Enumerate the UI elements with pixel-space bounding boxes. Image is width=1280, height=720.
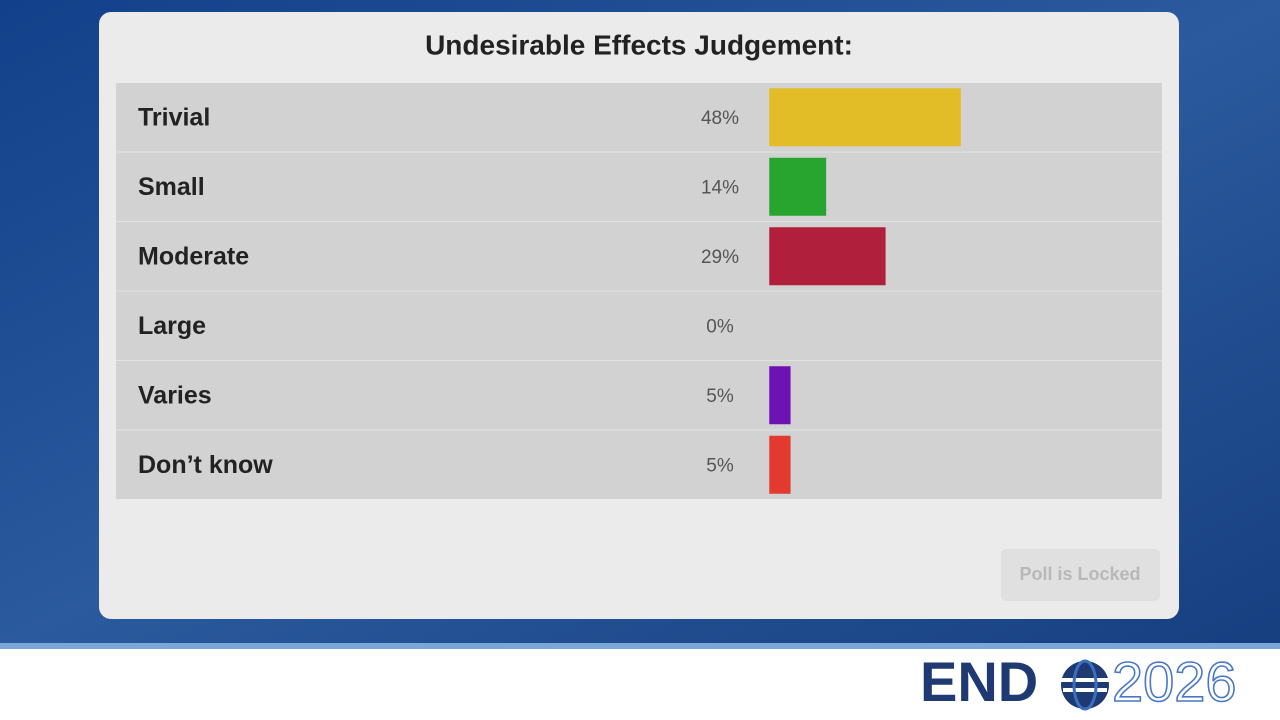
row <box>116 222 1162 291</box>
results: Trivial 48% Small 14% Moderate 29% Large 0% Vari… <box>116 83 1162 499</box>
percent-label: 14% <box>701 177 739 198</box>
option-label: Large <box>138 312 206 340</box>
percent-label: 5% <box>706 386 734 407</box>
bar <box>769 435 791 494</box>
option-label: Varies <box>138 381 212 409</box>
row <box>116 152 1162 221</box>
row <box>116 361 1162 430</box>
option-label: Small <box>138 173 205 201</box>
percent-label: 5% <box>706 455 734 476</box>
logo-left: END <box>920 650 1038 713</box>
bar <box>769 157 827 216</box>
option-label: Trivial <box>138 103 210 131</box>
row <box>116 291 1162 360</box>
poll-title: Undesirable Effects Judgement: <box>425 29 853 60</box>
percent-label: 0% <box>706 316 734 337</box>
footer-stripe <box>0 643 1280 649</box>
option-label: Don’t know <box>138 451 273 479</box>
percent-label: 29% <box>701 247 739 268</box>
logo-globe <box>1061 659 1109 711</box>
button-label: Poll is Locked <box>1019 564 1140 584</box>
logo-right: 2026 <box>1112 650 1237 713</box>
bar <box>769 227 886 286</box>
bar <box>769 88 961 147</box>
locked-button <box>1001 549 1160 601</box>
option-label: Moderate <box>138 242 249 270</box>
row <box>116 83 1162 152</box>
percent-label: 48% <box>701 108 739 129</box>
bar <box>769 366 791 425</box>
row <box>116 430 1162 499</box>
